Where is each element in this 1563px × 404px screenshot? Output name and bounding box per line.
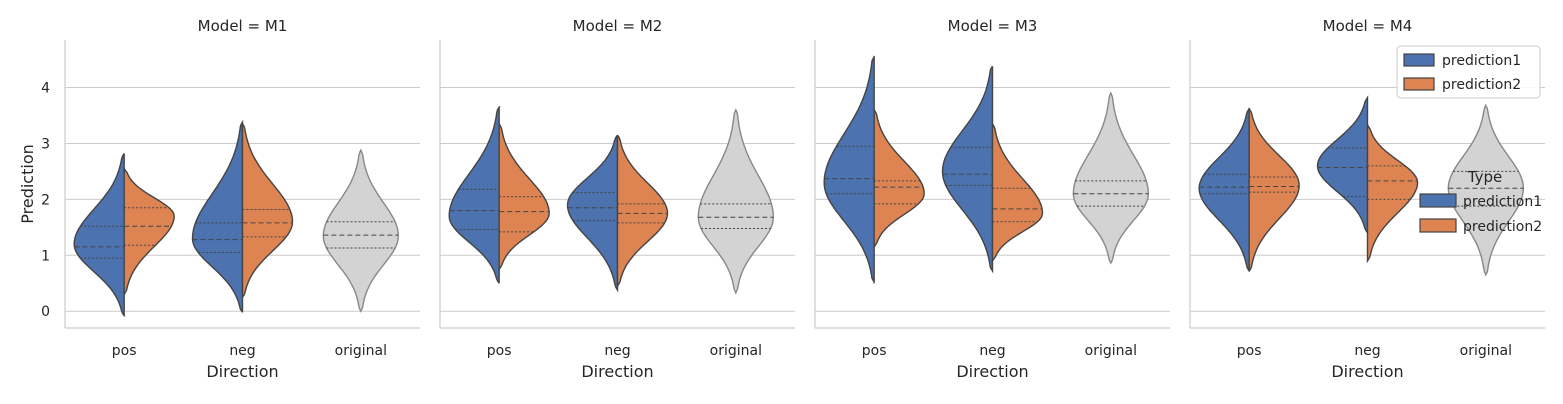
y-tick-label: 4 [41, 81, 50, 97]
legend-label: prediction2 [1442, 77, 1521, 93]
x-tick-label: pos [862, 343, 887, 359]
facet-panel: Model = M3 pos neg original Direction [814, 17, 1170, 381]
x-tick-label: neg [979, 343, 1005, 359]
panel-title: Model = M3 [948, 17, 1038, 35]
violin-body [448, 106, 501, 284]
violin-neg-prediction2 [991, 123, 1044, 264]
x-axis-label: Direction [1331, 362, 1403, 381]
legend-label: prediction1 [1463, 194, 1542, 210]
violin-neg-prediction1 [191, 119, 244, 313]
x-tick-label: pos [487, 343, 512, 359]
x-tick-label: pos [112, 343, 137, 359]
legend-swatch [1403, 53, 1435, 67]
violin-body [697, 108, 775, 295]
violin-original-original [1447, 103, 1524, 277]
y-tick-label: 2 [41, 192, 50, 208]
y-axis-label: Prediction [18, 144, 37, 223]
facet-panel: Model = M1 pos neg original Direction [64, 17, 420, 381]
violin-body [1447, 103, 1524, 277]
violin-original-original [1072, 91, 1149, 265]
x-tick-label: neg [229, 343, 255, 359]
legend-title: Type [1467, 168, 1502, 186]
violin-body [73, 152, 126, 317]
x-tick-label: original [1085, 343, 1137, 359]
x-axis-label: Direction [581, 362, 653, 381]
violin-body [1248, 107, 1300, 273]
legend-swatch [1419, 218, 1457, 233]
violin-neg-prediction2 [241, 123, 294, 298]
violin-pos-prediction1 [73, 152, 126, 317]
violin-neg-prediction2 [1366, 122, 1419, 264]
violin-body [241, 123, 294, 298]
x-axis-label: Direction [206, 362, 278, 381]
violin-neg-prediction2 [616, 134, 669, 289]
panel-title: Model = M4 [1323, 17, 1413, 35]
panel-title: Model = M1 [198, 17, 288, 35]
panel-title: Model = M2 [573, 17, 663, 35]
violin-body [322, 148, 400, 313]
violin-body [1198, 107, 1251, 272]
violin-pos-prediction1 [448, 106, 501, 284]
legend-swatch [1419, 193, 1457, 208]
violin-neg-prediction1 [566, 134, 619, 293]
legend-label: prediction1 [1442, 53, 1521, 69]
y-tick-label: 1 [41, 248, 50, 264]
violin-body [616, 134, 669, 289]
x-tick-label: original [710, 343, 762, 359]
violin-neg-prediction1 [941, 65, 994, 274]
violin-original-original [322, 148, 400, 313]
violin-body [1072, 91, 1149, 265]
y-tick-label: 0 [41, 304, 50, 320]
y-tick-label: 3 [41, 136, 50, 152]
x-tick-label: pos [1237, 343, 1262, 359]
violin-neg-prediction1 [1316, 95, 1369, 234]
violin-body [566, 134, 619, 293]
legend-outer: Type prediction1 prediction2 [1419, 168, 1542, 235]
legend-inner: prediction1 prediction2 [1396, 45, 1541, 99]
x-tick-label: original [335, 343, 387, 359]
x-tick-label: neg [1354, 343, 1380, 359]
violin-pos-prediction2 [873, 109, 925, 248]
violin-pos-prediction2 [498, 122, 550, 271]
violin-pos-prediction1 [1198, 107, 1251, 272]
violin-body [191, 119, 244, 313]
violin-pos-prediction2 [123, 167, 175, 297]
legend-label: prediction2 [1463, 219, 1542, 235]
violin-body [123, 167, 175, 297]
violin-body [873, 109, 925, 248]
facet-panel: Model = M2 pos neg original Direction [439, 17, 795, 381]
legend-swatch [1403, 77, 1435, 91]
violin-body [1366, 122, 1419, 264]
facet-panel: Model = M4 pos neg original Direction [1189, 17, 1545, 381]
violin-body [991, 123, 1044, 264]
violin-body [823, 55, 876, 285]
x-axis-label: Direction [956, 362, 1028, 381]
violin-pos-prediction1 [823, 55, 876, 285]
violin-pos-prediction2 [1248, 107, 1300, 273]
x-tick-label: original [1460, 343, 1512, 359]
violin-body [1316, 95, 1369, 234]
violin-body [941, 65, 994, 274]
x-tick-label: neg [604, 343, 630, 359]
violin-original-original [697, 108, 775, 295]
